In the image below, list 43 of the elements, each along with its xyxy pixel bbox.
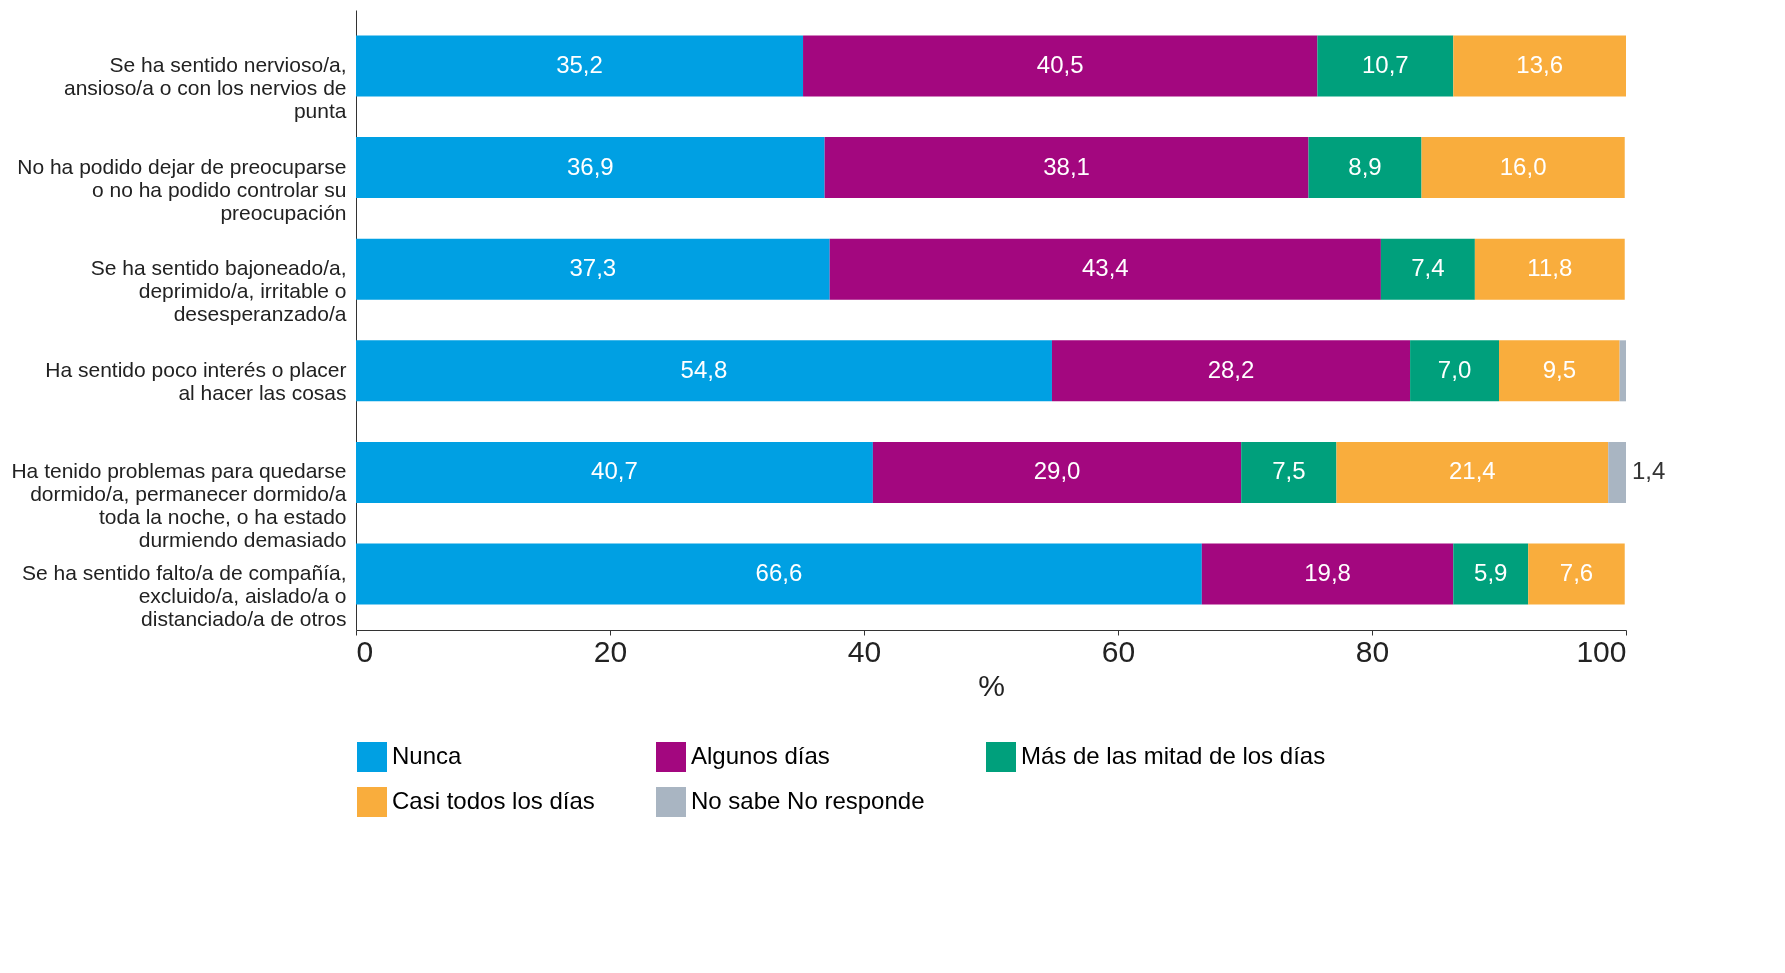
legend-label: Más de las mitad de los días [1021,742,1326,769]
data-label: 7,4 [1411,254,1445,282]
legend-label: Nunca [392,742,463,769]
data-label: 40,7 [591,457,638,485]
x-tick-label: 100 [1576,634,1627,668]
y-tick-label: Ha tenido problemas para quedarse dormido/a, permanecer dormido/a toda la noche, o ha estado durmiendo demasiado [11,459,347,552]
x-axis-title: % [978,668,1005,702]
data-label: 37,3 [569,254,617,282]
y-tick-label: Se ha sentido nervioso/a, ansioso/a o con los nervios de punta [63,52,347,122]
data-label: 38,1 [1043,152,1090,180]
data-label: 9,5 [1542,355,1577,383]
legend-label: No sabe No responde [691,787,925,814]
data-label: 36,9 [566,152,614,180]
data-label: 16,0 [1499,152,1547,180]
y-tick-label: No ha podido dejar de preocuparse o no ha podido controlar su preocupación [17,154,347,224]
data-label: 66,6 [755,559,803,587]
data-label: 13,6 [1516,50,1563,78]
data-label: 35,2 [556,50,603,78]
data-label: 21,4 [1448,457,1496,485]
data-label: 5,9 [1474,559,1508,587]
x-tick-label: 20 [593,634,628,668]
legend-label: Casi todos los días [392,787,595,814]
data-label: 29,0 [1033,457,1081,485]
y-tick-label: Se ha sentido falto/a de compañía, excluido/a, aislado/a o distanciado/a de otros [21,561,347,631]
data-label: 19,8 [1304,559,1351,587]
data-label: 28,2 [1207,355,1255,383]
data-label: 8,9 [1348,152,1382,180]
data-label: 7,0 [1437,355,1472,383]
y-tick-label: Se ha sentido bajoneado/a, deprimido/a, irritable o desesperanzado/a [90,256,347,326]
x-tick-label: 40 [847,634,882,668]
data-label: 7,6 [1559,559,1594,587]
data-label: 43,4 [1081,254,1129,282]
data-label: 1,4 [1632,457,1666,485]
data-label: 7,5 [1272,457,1306,485]
data-label: 11,8 [1527,254,1573,282]
data-label: 40,5 [1036,50,1084,78]
x-tick-label: 80 [1355,634,1390,668]
data-label: 54,8 [680,355,728,383]
x-tick-label: 0 [356,634,374,668]
y-tick-label: Ha sentido poco interés o placer al hacer las cosas [45,357,347,404]
x-tick-label: 60 [1101,634,1136,668]
legend-label: Algunos días [691,742,830,769]
data-label: 10,7 [1361,50,1409,78]
